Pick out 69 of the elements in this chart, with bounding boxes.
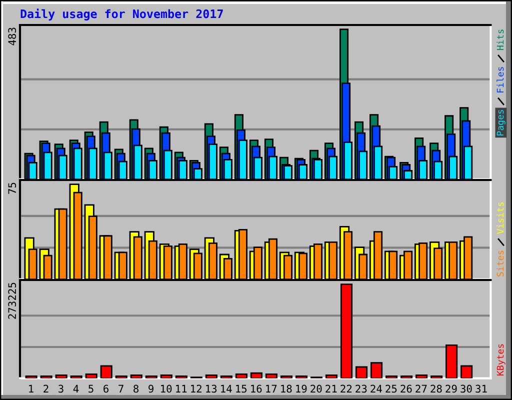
x-tick-label: 24 <box>370 384 382 393</box>
x-tick-label: 26 <box>400 384 412 393</box>
x-tick-label: 14 <box>221 384 232 393</box>
x-tick-label: 21 <box>326 384 337 393</box>
bar <box>70 376 82 378</box>
x-tick-label: 28 <box>430 384 442 393</box>
x-tick-label: 20 <box>310 384 322 393</box>
text: Hits <box>496 30 504 50</box>
legend-label: Sites <box>496 250 504 276</box>
x-tick-label: 12 <box>191 384 202 393</box>
x-tick-label: 16 <box>251 384 262 393</box>
bar <box>280 376 292 378</box>
legend-label: Pages <box>496 110 506 136</box>
bar <box>295 376 308 378</box>
x-tick-label: 31 <box>476 384 487 393</box>
x-tick-label: 18 <box>281 384 292 393</box>
text: 75 <box>8 182 16 194</box>
x-tick-label: 23 <box>356 384 367 393</box>
x-tick-label: 27 <box>416 384 427 393</box>
text: 273225 <box>8 282 16 319</box>
x-tick-label: 10 <box>161 384 172 393</box>
x-tick-label: 2 <box>44 384 48 393</box>
bar <box>446 344 458 378</box>
x-tick-label: 1 <box>29 384 34 393</box>
bar <box>130 374 142 378</box>
bar <box>55 374 68 378</box>
x-tick-label: 8 <box>134 384 138 393</box>
bar <box>325 374 338 378</box>
bar <box>416 374 428 378</box>
text: KBytes <box>496 344 506 376</box>
bar <box>160 374 172 378</box>
x-tick-label: 29 <box>446 384 457 393</box>
x-tick-label: 7 <box>118 384 124 393</box>
x-tick-label: 25 <box>386 384 397 393</box>
x-tick-label: 30 <box>460 384 472 393</box>
legend-label: Files <box>496 67 504 92</box>
bar <box>265 373 278 378</box>
bar <box>100 365 112 378</box>
bar <box>386 376 398 378</box>
bar <box>25 376 38 378</box>
x-tick-label: 3 <box>58 384 64 393</box>
bar <box>205 374 218 378</box>
x-tick-label: 15 <box>236 384 247 393</box>
bar <box>430 376 443 378</box>
bar <box>175 376 188 378</box>
bar <box>115 376 128 378</box>
x-tick-label: 13 <box>206 384 217 393</box>
bar <box>460 365 473 378</box>
bar <box>400 376 413 378</box>
x-tick-label: 9 <box>148 384 154 393</box>
x-tick-label: 11 <box>176 384 187 393</box>
bar <box>235 373 248 378</box>
x-tick-label: 4 <box>73 384 79 393</box>
bar <box>145 376 158 378</box>
bar <box>220 376 232 378</box>
x-tick-label: 17 <box>266 384 277 393</box>
bar <box>370 362 383 378</box>
bar <box>340 284 353 378</box>
bar <box>40 376 52 378</box>
text: Visits <box>496 202 504 234</box>
bar <box>250 372 262 378</box>
bar <box>355 366 368 378</box>
chart-title: Daily usage for November 2017 <box>20 8 223 20</box>
x-tick-label: 6 <box>104 384 108 393</box>
x-tick-label: 19 <box>296 384 307 393</box>
x-tick-label: 22 <box>340 384 352 393</box>
bar <box>85 373 98 378</box>
x-tick-label: 5 <box>88 384 94 393</box>
text: 483 <box>8 28 16 46</box>
